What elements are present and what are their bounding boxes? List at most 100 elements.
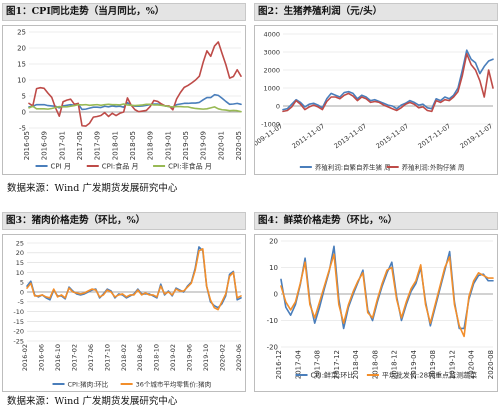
x-tick-label: 2020-01 (217, 131, 225, 160)
x-tick-label: 2020-02 (219, 344, 227, 371)
x-tick-label: 2018-02 (120, 344, 128, 371)
x-tick-label: 2017-09 (94, 131, 102, 160)
y-tick-label: -1000 (261, 120, 280, 128)
source-note: 数据来源：Wind 广发期货发展研究中心 (7, 183, 178, 194)
legend-label: CPI:猪肉:环比 (68, 380, 109, 389)
series-line-2 (280, 253, 494, 338)
y-tick-label: -20 (267, 343, 278, 351)
x-tick-label: 2016-05 (23, 131, 31, 160)
chart-vegetable-price: -20 -10 0 10 20 2016-12 2017-04 2017-08 2017-12 2… (267, 237, 495, 380)
y-tick-label: 0 (276, 102, 280, 110)
x-tick-label: 2019-11-07 (459, 122, 495, 150)
legend-label: CPI:鲜菜:环比 (311, 371, 355, 380)
y-tick-label: -15 (13, 318, 24, 326)
chart-frame: -20 -10 0 10 20 2016-12 2017-04 2017-08 2017-12 2… (254, 234, 498, 392)
x-tick-label: 2011-11-07 (291, 122, 327, 150)
legend-label: 养殖利润:自繁自养生猪 周 (315, 163, 391, 172)
x-tick-label: 2016-12 (275, 350, 283, 379)
chart-cpi: -5 0 5 10 15 20 25 2016-05 2016-09 2017-01 2017-05… (17, 28, 243, 171)
chart-frame: -5 0 5 10 15 20 25 2016-05 2016-09 2017-01 2017-05… (2, 25, 246, 175)
legend-label: CPI:食品 月 (102, 162, 139, 171)
chart-title: 图1：CPI同比走势（当月同比，%） (2, 3, 246, 21)
x-tick-label: 2020-06 (235, 344, 243, 371)
x-tick-label: 2018-01 (111, 131, 119, 160)
y-tick-label: -20 (13, 328, 24, 336)
legend-label: 养殖利润:外购仔猪 周 (402, 163, 465, 172)
x-tick-label: 2013-11-07 (333, 122, 369, 150)
series-line-1 (26, 246, 242, 309)
y-tick-label: 10 (269, 264, 278, 272)
x-tick-label: 2020-05 (235, 131, 243, 160)
series-line-1 (280, 245, 494, 330)
chart-panel-cpi: 图1：CPI同比走势（当月同比，%） -5 0 5 10 15 20 25 2016-05 20… (2, 3, 246, 175)
x-tick-label: 2017-06 (87, 344, 95, 371)
x-tick-label: 2018-08 (371, 350, 379, 379)
x-tick-label: 2016-06 (37, 344, 45, 371)
chart-title: 图2：生猪养殖利润（元/头） (254, 3, 498, 21)
x-tick-label: 2018-04 (352, 349, 360, 379)
chart-title: 图3：猪肉价格走势（环比，%） (2, 212, 246, 230)
x-tick-label: 2020-04 (468, 349, 476, 379)
x-tick-label: 2015-11-07 (375, 122, 411, 150)
x-tick-label: 2019-08 (429, 350, 437, 379)
y-tick-label: 0 (20, 288, 24, 296)
chart-panel-pork-price: 图3：猪肉价格走势（环比，%） -25 -20 -15 -10 -5 0 5 10 15 20 25… (2, 212, 246, 392)
y-tick-label: 25 (17, 28, 26, 36)
y-tick-label: 0 (274, 290, 278, 298)
y-tick-label: -10 (13, 308, 24, 316)
x-tick-label: 2016-02 (21, 344, 29, 371)
x-tick-label: 2019-12 (448, 350, 456, 379)
y-tick-label: 25 (16, 239, 24, 247)
y-tick-label: 5 (20, 279, 24, 287)
y-tick-label: 5 (22, 92, 26, 100)
series-line-3 (28, 103, 242, 113)
chart-pork-price: -25-20 -15 -10 -5 05 10 15 20 25 2016-02 2016-06 20… (13, 239, 243, 389)
x-tick-label: 2017-05 (76, 131, 84, 160)
x-tick-label: 2017-04 (294, 349, 302, 379)
x-tick-label: 2018-09 (147, 131, 155, 160)
y-tick-label: -5 (19, 124, 26, 132)
y-tick-label: 15 (17, 60, 26, 68)
chart-title: 图4：鲜菜价格走势（环比，%） (254, 212, 498, 230)
y-tick-label: 15 (16, 259, 24, 267)
y-tick-label: 1000 (263, 84, 280, 92)
x-tick-label: 2019-10 (202, 344, 210, 371)
legend-label: 36个城市平均零售价:猪肉 (136, 380, 211, 389)
y-tick-label: 4000 (263, 30, 280, 38)
x-tick-label: 2019-06 (186, 344, 194, 371)
y-tick-label: 20 (17, 44, 26, 52)
chart-frame: -1000 0 1000 2000 3000 4000 2009-11-07 2011-11-… (254, 25, 498, 175)
x-tick-label: 2020-08 (487, 350, 495, 379)
x-tick-label: 2017-11-07 (417, 122, 453, 150)
x-tick-label: 2019-09 (200, 131, 208, 160)
y-tick-label: -10 (267, 317, 278, 325)
legend-label: CPI 月 (51, 163, 71, 171)
x-tick-label: 2017-02 (70, 344, 78, 371)
source-note: 数据来源：Wind 广发期货发展研究中心 (7, 396, 178, 406)
x-tick-label: 2017-10 (103, 344, 111, 371)
legend-label: 平均批发价:28种重点监测蔬菜 (382, 371, 477, 380)
y-tick-label: 10 (17, 76, 26, 84)
x-tick-label: 2018-12 (391, 350, 399, 379)
chart-panel-hog-profit: 图2：生猪养殖利润（元/头） -1000 0 1000 2000 3000 4000 200… (254, 3, 498, 175)
chart-frame: -25 -20 -15 -10 -5 0 5 10 15 20 25 2016-02 2016-06 20… (2, 234, 246, 392)
series-line-2 (282, 52, 494, 113)
y-tick-label: 3000 (263, 48, 280, 56)
x-tick-label: 2016-09 (41, 131, 49, 160)
y-tick-label: -5 (18, 298, 24, 306)
y-tick-label: 0 (22, 108, 26, 116)
x-tick-label: 2017-12 (333, 350, 341, 379)
x-tick-label: 2018-06 (136, 344, 144, 371)
y-tick-label: 20 (269, 237, 278, 245)
x-tick-label: 2018-10 (153, 344, 161, 371)
x-tick-label: 2017-01 (58, 131, 66, 160)
y-tick-label: 10 (16, 269, 24, 277)
legend-label: CPI:非食品 月 (168, 162, 212, 171)
x-tick-label: 2017-08 (314, 350, 322, 379)
y-tick-label: 20 (16, 249, 24, 257)
x-tick-label: 2019-01 (164, 131, 172, 160)
chart-panel-vegetable-price: 图4：鲜菜价格走势（环比，%） -20 -10 0 10 20 2016-12 2017-0… (254, 212, 498, 392)
x-tick-label: 2019-04 (410, 349, 418, 379)
series-line-1 (282, 49, 494, 111)
